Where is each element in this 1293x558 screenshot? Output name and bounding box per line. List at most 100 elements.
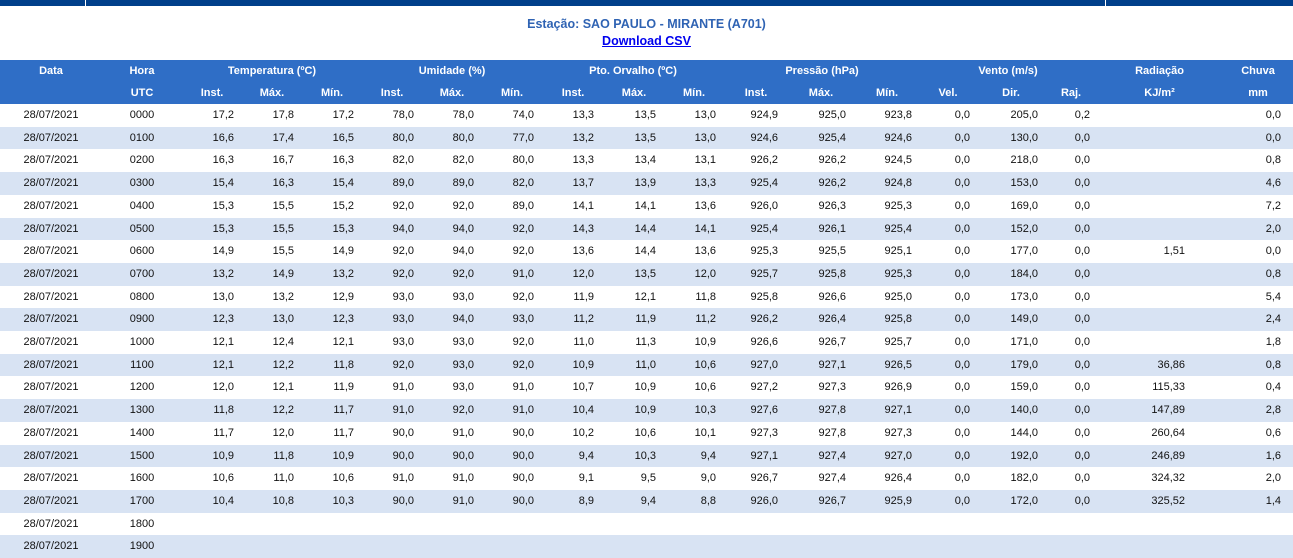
cell-temp-inst: 15,3 (182, 217, 242, 241)
top-navigation-bar (0, 0, 1293, 6)
download-csv-link[interactable]: Download CSV (602, 34, 691, 48)
cell-temp-max: 16,3 (242, 172, 302, 195)
nav-separator (85, 0, 86, 6)
cell-chuva: 0,8 (1223, 262, 1293, 286)
cell-vento-dir: 182,0 (976, 467, 1047, 490)
cell-temp-max: 12,1 (242, 376, 302, 400)
cell-date: 28/07/2021 (0, 535, 102, 558)
cell-temp-inst: 11,7 (182, 421, 242, 445)
cell-vento-raj: 0,0 (1046, 467, 1097, 490)
cell-vento-vel: 0,0 (920, 217, 977, 241)
cell-umid-inst: 89,0 (362, 172, 422, 195)
cell-vento-vel: 0,0 (920, 262, 977, 286)
cell-radiacao: 1,51 (1096, 240, 1224, 263)
cell-orv-max: 13,5 (604, 262, 665, 286)
cell-date: 28/07/2021 (0, 376, 102, 400)
cell-vento-vel: 0,0 (920, 308, 977, 332)
cell-vento-vel: 0,0 (920, 376, 977, 400)
cell-temp-min: 17,2 (302, 104, 362, 127)
cell-hour: 1200 (102, 376, 182, 400)
cell-hour: 1300 (102, 399, 182, 422)
cell-temp-min: 15,3 (302, 217, 362, 241)
cell-radiacao: 147,89 (1096, 399, 1224, 422)
table-row: 28/07/2021 0300 15,4 16,3 15,4 89,0 89,0 82,0 13… (0, 172, 1293, 195)
cell-hour: 1000 (102, 331, 182, 354)
cell-temp-inst: 10,6 (182, 467, 242, 490)
cell-vento-raj: 0,0 (1046, 376, 1097, 400)
cell-orv-inst: 13,3 (542, 149, 605, 173)
cell-vento-raj: 0,0 (1046, 172, 1097, 195)
cell-temp-max: 12,4 (242, 331, 302, 354)
cell-vento-vel (920, 535, 977, 558)
sub-header-vento-dir: Dir. (976, 82, 1047, 104)
cell-press-min: 925,9 (854, 489, 921, 513)
cell-date: 28/07/2021 (0, 512, 102, 536)
cell-date: 28/07/2021 (0, 262, 102, 286)
cell-press-max (788, 535, 855, 558)
cell-vento-vel: 0,0 (920, 444, 977, 468)
cell-vento-dir (976, 512, 1047, 536)
table-row: 28/07/2021 0600 14,9 15,5 14,9 92,0 94,0 92,0 13… (0, 240, 1293, 263)
cell-vento-raj (1046, 512, 1097, 536)
header-orvalho: Pto. Orvalho (ºC) (542, 60, 725, 82)
cell-temp-max: 12,2 (242, 399, 302, 422)
cell-press-min: 924,8 (854, 172, 921, 195)
cell-radiacao: 324,32 (1096, 467, 1224, 490)
cell-umid-inst: 92,0 (362, 353, 422, 377)
cell-vento-raj: 0,0 (1046, 285, 1097, 309)
cell-temp-min: 10,3 (302, 489, 362, 513)
cell-vento-raj: 0,0 (1046, 444, 1097, 468)
cell-vento-dir (976, 535, 1047, 558)
cell-vento-dir: 149,0 (976, 308, 1047, 332)
cell-temp-inst: 11,8 (182, 399, 242, 422)
cell-temp-inst: 13,0 (182, 285, 242, 309)
station-title: Estação: SAO PAULO - MIRANTE (A701) (527, 17, 766, 31)
cell-hour: 0900 (102, 308, 182, 332)
cell-umid-inst: 78,0 (362, 104, 422, 127)
sub-header-utc: UTC (102, 82, 182, 104)
cell-umid-inst: 94,0 (362, 217, 422, 241)
cell-orv-min: 10,6 (664, 376, 725, 400)
cell-press-min: 925,7 (854, 331, 921, 354)
cell-umid-min: 77,0 (482, 126, 543, 150)
cell-orv-inst (542, 512, 605, 536)
cell-vento-dir: 179,0 (976, 353, 1047, 377)
cell-umid-inst: 93,0 (362, 308, 422, 332)
cell-umid-max: 94,0 (422, 240, 482, 263)
cell-press-min (854, 512, 921, 536)
cell-vento-dir: 159,0 (976, 376, 1047, 400)
cell-press-inst: 925,3 (724, 240, 789, 263)
sub-header-umid-max: Máx. (422, 82, 482, 104)
cell-orv-min: 13,6 (664, 240, 725, 263)
cell-temp-max: 11,8 (242, 444, 302, 468)
cell-umid-inst: 91,0 (362, 467, 422, 490)
cell-press-min: 926,9 (854, 376, 921, 400)
cell-hour: 0400 (102, 194, 182, 218)
weather-data-table: Data Hora Temperatura (ºC) Umidade (%) P… (0, 60, 1293, 558)
cell-press-inst: 927,6 (724, 399, 789, 422)
cell-vento-vel: 0,0 (920, 467, 977, 490)
cell-umid-inst (362, 512, 422, 536)
cell-hour: 1500 (102, 444, 182, 468)
cell-orv-min: 10,6 (664, 353, 725, 377)
cell-umid-max: 93,0 (422, 376, 482, 400)
cell-orv-min: 13,1 (664, 149, 725, 173)
cell-temp-min: 11,7 (302, 399, 362, 422)
cell-temp-inst: 12,0 (182, 376, 242, 400)
cell-umid-min: 91,0 (482, 262, 543, 286)
cell-radiacao: 36,86 (1096, 353, 1224, 377)
cell-press-min: 925,3 (854, 194, 921, 218)
cell-umid-inst: 90,0 (362, 444, 422, 468)
sub-header-vento-raj: Raj. (1046, 82, 1097, 104)
cell-umid-max: 92,0 (422, 262, 482, 286)
cell-vento-dir: 153,0 (976, 172, 1047, 195)
cell-vento-dir: 192,0 (976, 444, 1047, 468)
cell-temp-min: 11,8 (302, 353, 362, 377)
cell-umid-inst: 80,0 (362, 126, 422, 150)
cell-orv-max (604, 535, 665, 558)
cell-orv-min: 10,9 (664, 331, 725, 354)
cell-date: 28/07/2021 (0, 331, 102, 354)
cell-radiacao (1096, 172, 1224, 195)
cell-radiacao (1096, 262, 1224, 286)
cell-umid-inst: 92,0 (362, 262, 422, 286)
